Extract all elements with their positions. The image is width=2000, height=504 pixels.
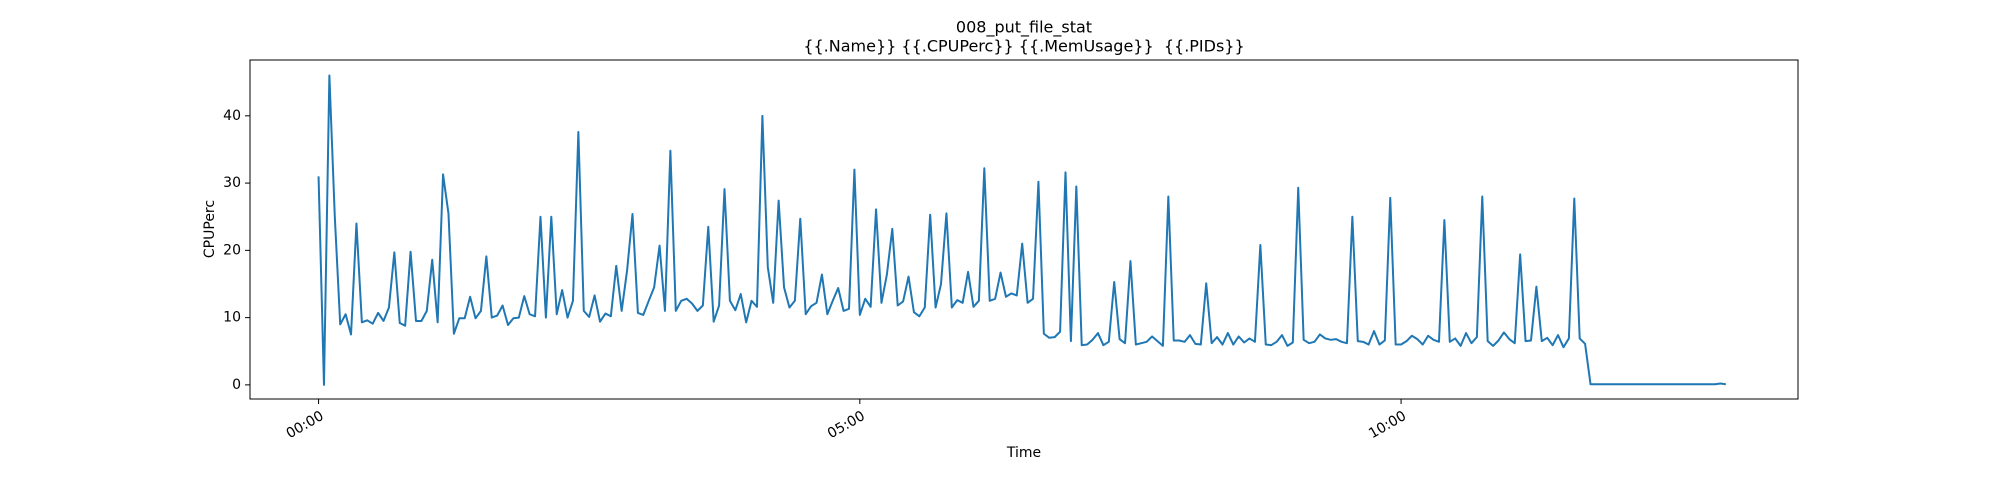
data-line [317, 74, 1726, 386]
x-tick-label: 10:00 [1366, 408, 1409, 442]
plot-frame [249, 59, 1799, 400]
chart-title: 008_put_file_stat [956, 18, 1092, 38]
y-tick-label: 20 [223, 242, 241, 258]
x-axis-label: Time [1006, 445, 1041, 461]
chart-subtitle: {{.Name}} {{.CPUPerc}} {{.MemUsage}} {{.… [803, 37, 1244, 56]
x-tick-label: 05:00 [825, 408, 868, 442]
y-tick-label: 30 [223, 175, 241, 191]
y-axis-label: CPUPerc [202, 200, 218, 258]
y-tick-label: 0 [232, 377, 241, 393]
y-tick-label: 40 [223, 108, 241, 124]
y-tick-label: 10 [223, 310, 241, 326]
x-tick-label: 00:00 [284, 408, 327, 442]
